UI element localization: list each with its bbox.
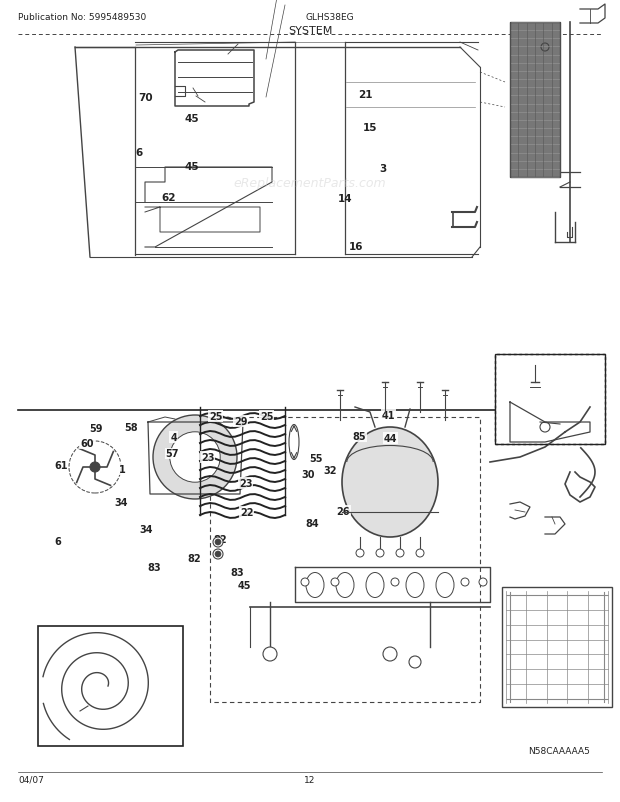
Ellipse shape: [289, 425, 299, 460]
Text: 23: 23: [201, 452, 215, 462]
Circle shape: [213, 537, 223, 547]
Bar: [38, 626, 183, 746]
Text: 14: 14: [338, 194, 353, 204]
Ellipse shape: [342, 427, 438, 537]
Ellipse shape: [436, 573, 454, 597]
Circle shape: [461, 578, 469, 586]
Text: Publication No: 5995489530: Publication No: 5995489530: [18, 13, 146, 22]
Circle shape: [331, 578, 339, 586]
Text: 16: 16: [348, 241, 363, 251]
Text: 61: 61: [54, 460, 68, 470]
Circle shape: [90, 463, 100, 472]
Text: 23: 23: [239, 479, 252, 488]
Text: 59: 59: [89, 423, 103, 433]
Text: 34: 34: [140, 525, 153, 534]
Text: 32: 32: [323, 466, 337, 476]
Text: 45: 45: [185, 114, 200, 124]
Bar: [510, 23, 560, 178]
Circle shape: [215, 551, 221, 557]
Circle shape: [396, 549, 404, 557]
Circle shape: [391, 578, 399, 586]
Text: 57: 57: [166, 449, 179, 459]
Circle shape: [409, 656, 421, 668]
Text: 44: 44: [384, 434, 397, 444]
Text: 34: 34: [115, 497, 128, 507]
Text: 25: 25: [260, 411, 273, 421]
Text: 21: 21: [358, 90, 373, 99]
Text: 83: 83: [147, 562, 161, 572]
Text: 25: 25: [209, 411, 223, 421]
Circle shape: [301, 578, 309, 586]
Text: 3: 3: [379, 164, 387, 174]
Bar: [495, 354, 605, 444]
Text: 62: 62: [161, 193, 175, 203]
Ellipse shape: [406, 573, 424, 597]
Text: 60: 60: [80, 439, 94, 448]
Text: 85: 85: [353, 431, 366, 441]
Text: 55: 55: [309, 454, 323, 464]
Text: 45: 45: [185, 162, 200, 172]
Text: SYSTEM: SYSTEM: [288, 26, 332, 36]
Text: 83: 83: [231, 567, 244, 577]
Text: 82: 82: [188, 553, 202, 563]
Circle shape: [376, 549, 384, 557]
Text: 41: 41: [382, 411, 396, 420]
Circle shape: [215, 539, 221, 545]
Circle shape: [416, 549, 424, 557]
Text: 84: 84: [306, 519, 319, 529]
Circle shape: [213, 549, 223, 559]
Ellipse shape: [336, 573, 354, 597]
Bar: [495, 354, 605, 444]
Text: 6: 6: [55, 537, 61, 546]
Circle shape: [383, 647, 397, 661]
Text: 22: 22: [240, 508, 254, 517]
Circle shape: [170, 432, 220, 483]
Text: 45: 45: [237, 581, 251, 590]
Text: 30: 30: [301, 470, 315, 480]
Ellipse shape: [366, 573, 384, 597]
Text: 26: 26: [337, 507, 350, 516]
Ellipse shape: [306, 573, 324, 597]
Text: eReplacementParts.com: eReplacementParts.com: [234, 176, 386, 189]
Text: 04/07: 04/07: [18, 775, 44, 784]
Text: N58CAAAAA5: N58CAAAAA5: [528, 746, 590, 755]
Circle shape: [153, 415, 237, 500]
Text: 58: 58: [125, 423, 138, 432]
Text: 82: 82: [213, 535, 227, 545]
Circle shape: [356, 549, 364, 557]
Text: 70: 70: [138, 93, 153, 103]
Text: 15: 15: [363, 124, 377, 133]
Bar: [502, 587, 612, 707]
Text: 12: 12: [304, 775, 316, 784]
Circle shape: [263, 647, 277, 661]
Text: GLHS38EG: GLHS38EG: [306, 13, 354, 22]
Text: 4: 4: [170, 432, 177, 442]
Text: 29: 29: [234, 416, 247, 426]
Text: 1: 1: [120, 464, 126, 474]
Circle shape: [479, 578, 487, 586]
Text: 6: 6: [135, 148, 143, 157]
